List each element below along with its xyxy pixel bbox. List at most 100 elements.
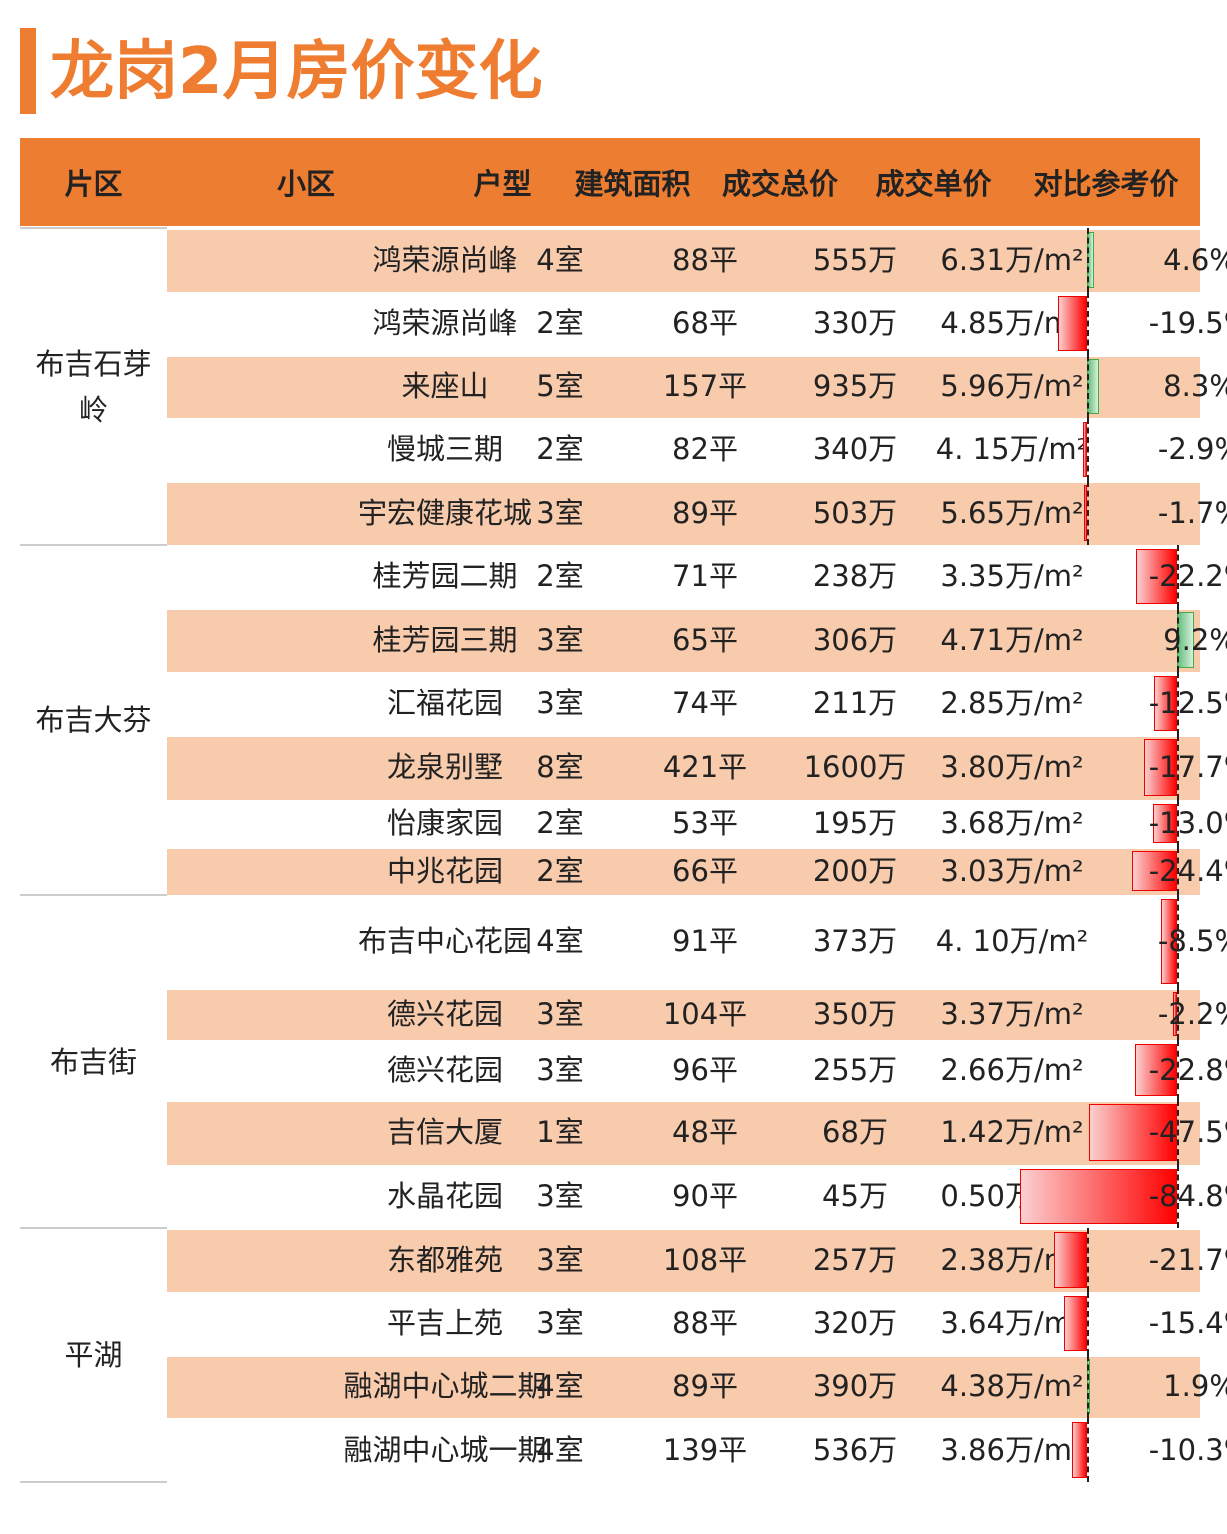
cell: -1.7% — [1157, 495, 1227, 530]
cell: 中兆花园 — [386, 853, 503, 888]
data-bar — [1134, 1044, 1177, 1096]
cell: 龙泉别墅 — [386, 750, 503, 785]
cell: 4.6% — [1163, 242, 1227, 277]
cell: 3室 — [536, 1306, 584, 1341]
cell: 布吉中心花园 — [357, 924, 532, 959]
group-cell: 平湖 — [64, 1338, 123, 1372]
cell: 3.03万/m² — [940, 853, 1084, 888]
cell: 桂芳园三期 — [372, 622, 518, 657]
data-bar — [1020, 1169, 1177, 1224]
data-bar — [1153, 676, 1177, 731]
cell: 德兴花园 — [386, 1052, 503, 1087]
row-band — [167, 990, 1200, 1040]
axis-line — [1177, 545, 1179, 608]
cell: 91平 — [672, 924, 738, 959]
cell: 3.80万/m² — [940, 750, 1084, 785]
data-bar — [1054, 1232, 1087, 1288]
row-band — [167, 357, 1200, 418]
cell: 4室 — [536, 1432, 584, 1467]
cell: 5室 — [536, 369, 584, 404]
cell: 88平 — [672, 242, 738, 277]
cell: 东都雅苑 — [386, 1242, 503, 1277]
axis-line — [1177, 1100, 1179, 1165]
cell: 3室 — [536, 495, 584, 530]
cell: -10.3% — [1148, 1432, 1227, 1467]
cell: 3室 — [536, 1052, 584, 1087]
title: 龙岗2月房价变化 — [50, 35, 543, 109]
cell: 桂芳园二期 — [372, 559, 518, 594]
group-line — [20, 227, 167, 229]
data-bar — [1144, 739, 1177, 796]
cell: 157平 — [662, 369, 748, 404]
cell: 200万 — [812, 853, 898, 888]
cell: 935万 — [812, 369, 898, 404]
axis-line — [1087, 1228, 1089, 1292]
cell: -47.5% — [1148, 1115, 1227, 1150]
cell: 3.68万/m² — [940, 806, 1084, 841]
header-row — [20, 138, 1200, 226]
header-cell: 片区 — [64, 167, 123, 201]
row-band — [167, 610, 1200, 672]
row-band — [167, 230, 1200, 292]
header-cell: 对比参考价 — [1033, 167, 1179, 201]
cell: 5.96万/m² — [940, 369, 1084, 404]
axis-line — [1177, 895, 1179, 988]
axis-line — [1177, 800, 1179, 847]
data-bar — [1057, 296, 1087, 351]
group-line — [20, 1481, 167, 1483]
cell: 96平 — [672, 1052, 738, 1087]
cell: 融湖中心城二期 — [343, 1369, 547, 1404]
cell: 48平 — [672, 1115, 738, 1150]
cell: -13.0% — [1148, 806, 1227, 841]
cell: -22.8% — [1148, 1052, 1227, 1087]
group-line — [20, 544, 167, 546]
cell: 2室 — [536, 306, 584, 341]
cell: 4室 — [536, 242, 584, 277]
cell: 4. 10万/m² — [935, 924, 1089, 959]
cell: 1.9% — [1163, 1369, 1227, 1404]
cell: 平吉上苑 — [386, 1306, 503, 1341]
data-bar — [1152, 804, 1177, 843]
cell: 555万 — [812, 242, 898, 277]
cell: 45万 — [822, 1179, 888, 1214]
axis-line — [1177, 672, 1179, 735]
cell: 鸿荣源尚峰 — [372, 242, 518, 277]
axis-line — [1087, 292, 1089, 355]
cell: 1.42万/m² — [940, 1115, 1084, 1150]
axis-line — [1177, 608, 1179, 672]
title-accent — [20, 28, 36, 114]
cell: 1600万 — [803, 750, 907, 785]
cell: 来座山 — [401, 369, 489, 404]
cell: 89平 — [672, 1369, 738, 1404]
group-cell: 布吉石芽岭 — [35, 346, 152, 427]
axis-line — [1087, 1292, 1089, 1355]
cell: 3室 — [536, 1242, 584, 1277]
cell: 2.85万/m² — [940, 686, 1084, 721]
cell: 340万 — [812, 432, 898, 467]
cell: 89平 — [672, 495, 738, 530]
cell: 5.65万/m² — [940, 495, 1084, 530]
data-bar — [1161, 899, 1177, 984]
cell: 怡康家园 — [386, 806, 503, 841]
cell: 536万 — [812, 1432, 898, 1467]
cell: 88平 — [672, 1306, 738, 1341]
cell: 71平 — [672, 559, 738, 594]
cell: -24.4% — [1148, 853, 1227, 888]
cell: 503万 — [812, 495, 898, 530]
cell: 6.31万/m² — [940, 242, 1084, 277]
cell: -19.5% — [1148, 306, 1227, 341]
axis-line — [1177, 1165, 1179, 1228]
cell: 211万 — [812, 686, 898, 721]
cell: 水晶花园 — [386, 1179, 503, 1214]
cell: 195万 — [812, 806, 898, 841]
data-bar — [1063, 1296, 1087, 1351]
cell: 66平 — [672, 853, 738, 888]
cell: 鸿荣源尚峰 — [372, 306, 518, 341]
row-band — [167, 1230, 1200, 1292]
cell: 2室 — [536, 432, 584, 467]
cell: 90平 — [672, 1179, 738, 1214]
cell: 4.71万/m² — [940, 622, 1084, 657]
row-band — [167, 483, 1200, 545]
data-bar — [1172, 992, 1177, 1036]
